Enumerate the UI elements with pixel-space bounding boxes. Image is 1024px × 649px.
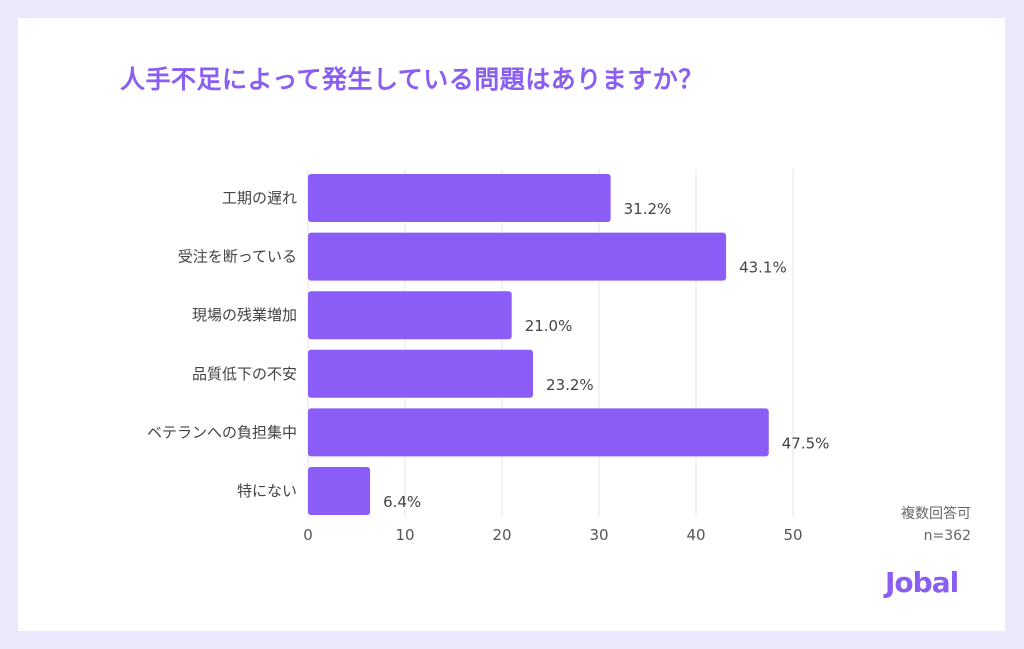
data-label: 23.2% — [546, 376, 594, 394]
bar — [308, 349, 534, 398]
x-tick-label: 40 — [686, 526, 705, 544]
data-label: 43.1% — [739, 259, 787, 277]
bar — [308, 467, 371, 515]
x-tick-label: 10 — [395, 526, 414, 544]
jobal-logo: Jobal — [885, 566, 959, 599]
category-label: 現場の残業増加 — [192, 306, 297, 324]
category-label: 品質低下の不安 — [192, 365, 297, 383]
bar — [308, 408, 769, 457]
data-label: 21.0% — [525, 317, 573, 335]
chart-title: 人手不足によって発生している問題はありますか？ — [120, 65, 704, 94]
data-label: 6.4% — [383, 493, 421, 511]
x-tick-label: 20 — [492, 526, 511, 544]
x-tick-label: 50 — [783, 526, 802, 544]
bar — [308, 291, 512, 340]
bar — [308, 232, 727, 281]
data-label: 31.2% — [624, 200, 672, 218]
bar — [308, 174, 611, 222]
multiple-answer-note: 複数回答可 — [901, 506, 971, 522]
category-label: ベテランへの負担集中 — [147, 423, 297, 441]
category-label: 工期の遅れ — [222, 189, 297, 207]
category-label: 特にない — [237, 482, 297, 500]
x-tick-label: 0 — [303, 526, 313, 544]
chart-note: 複数回答可 n=362 — [901, 503, 971, 547]
sample-size: n=362 — [923, 528, 971, 544]
data-label: 47.5% — [782, 434, 830, 452]
category-label: 受注を断っている — [178, 248, 297, 266]
x-tick-label: 30 — [589, 526, 608, 544]
